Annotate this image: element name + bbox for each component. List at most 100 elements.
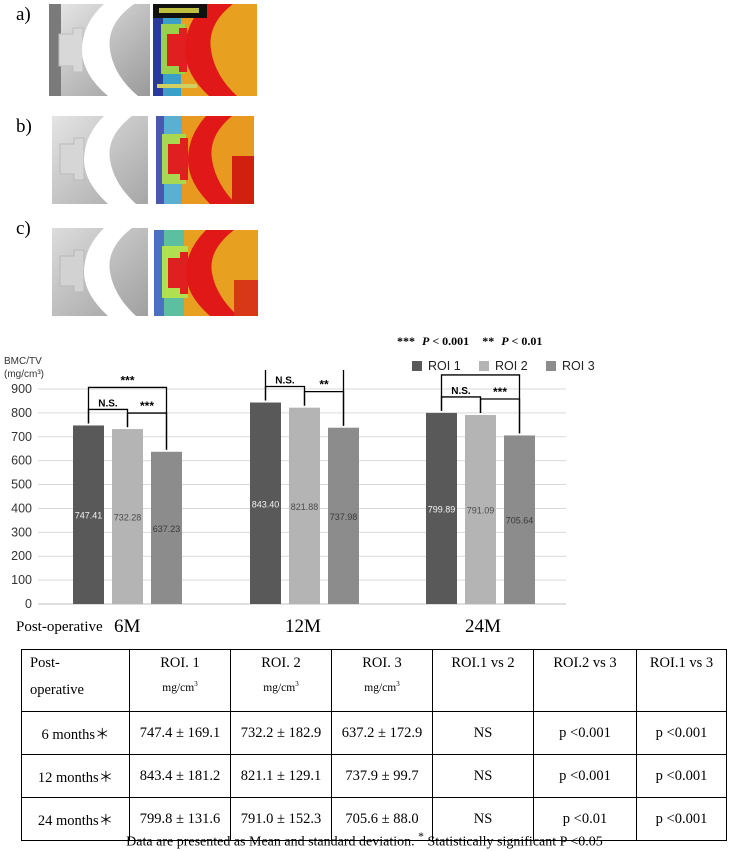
color-map-a [153, 4, 257, 96]
header-roi2-label: ROI. 2 [261, 655, 301, 671]
header-cmp12: ROI.1 vs 2 [432, 649, 534, 712]
header-roi1-unit: mg/cm3 [131, 680, 229, 694]
header-roi3-unit: mg/cm3 [333, 680, 431, 694]
panel-label-a: a) [16, 4, 31, 25]
cell-period: 24 months＊ [21, 797, 130, 841]
legend-label-roi2: ROI 2 [495, 359, 528, 373]
data-label: 791.09 [467, 506, 495, 516]
caption-star: * [418, 830, 424, 843]
cell-cmp13: p <0.001 [636, 797, 727, 841]
cell-cmp12: NS [432, 797, 534, 841]
data-label: 799.89 [428, 504, 456, 514]
significance-label: *** [493, 385, 507, 399]
unit-sup: 3 [396, 680, 400, 688]
y-tick-label: 100 [11, 573, 32, 587]
cell-cmp12: NS [432, 711, 534, 755]
sig-three-star-p: P [422, 334, 430, 348]
significance-bracket [440, 396, 482, 414]
significance-label: ** [319, 378, 329, 392]
header-roi3-label: ROI. 3 [362, 655, 402, 671]
bar [426, 412, 457, 604]
cell-roi3: 705.6 ± 88.0 [331, 797, 433, 841]
data-label: 747.41 [75, 511, 103, 521]
significance-label: *** [120, 373, 134, 387]
sig-two-star-threshold: < 0.01 [511, 334, 543, 348]
bar-chart: 0 100 200 300 400 500 600 700 800 900 747.41 732.28… [11, 370, 566, 611]
sig-three-star-threshold: < 0.001 [432, 334, 470, 348]
y-tick-label: 800 [11, 406, 32, 420]
header-cmp23: ROI.2 vs 3 [533, 649, 637, 712]
significance-label: *** [140, 399, 154, 413]
data-label: 821.88 [291, 502, 319, 512]
significance-label: N.S. [451, 386, 471, 397]
header-roi2: ROI. 2 mg/cm3 [230, 649, 332, 712]
color-map-c [154, 230, 258, 316]
table-header-row: Post- operative ROI. 1 mg/cm3 ROI. 2 mg/… [21, 649, 727, 712]
cell-roi3: 737.9 ± 99.7 [331, 754, 433, 798]
data-label: 732.28 [114, 513, 142, 523]
significance-bracket [87, 386, 168, 450]
data-label: 843.40 [252, 499, 280, 509]
header-period-line2: operative [30, 682, 84, 698]
bar [504, 435, 535, 604]
unit-text: mg/cm [364, 681, 397, 694]
cell-cmp13: p <0.001 [636, 711, 727, 755]
legend-roi2: ROI 2 [479, 359, 528, 373]
header-roi1: ROI. 1 mg/cm3 [129, 649, 231, 712]
header-period-line1: Post- [30, 655, 60, 671]
table-row: 6 months＊ 747.4 ± 169.1 732.2 ± 182.9 63… [21, 711, 727, 755]
legend-swatch-roi2 [479, 361, 489, 371]
header-roi1-label: ROI. 1 [160, 655, 200, 671]
legend-swatch-roi1 [412, 361, 422, 371]
x-category-6m: 6M [114, 616, 141, 637]
legend-label-roi1: ROI 1 [428, 359, 461, 373]
x-category-24m: 24M [465, 616, 501, 637]
header-roi2-unit: mg/cm3 [232, 680, 330, 694]
y-axis-label-line2: (mg/cm³) [4, 369, 44, 380]
panel-label-b: b) [16, 116, 32, 137]
cell-cmp23: p <0.01 [533, 797, 637, 841]
panel-label-c: c) [16, 218, 31, 239]
table-row: 12 months＊ 843.4 ± 181.2 821.1 ± 129.1 7… [21, 754, 727, 798]
y-tick-label: 0 [25, 597, 32, 611]
y-tick-label: 400 [11, 501, 32, 515]
header-period: Post- operative [21, 649, 130, 712]
y-axis-label: BMC/TV (mg/cm³) [4, 355, 44, 381]
cell-cmp13: p <0.001 [636, 754, 727, 798]
significance-label: *** [473, 370, 487, 375]
data-label: 705.64 [506, 516, 534, 526]
unit-text: mg/cm [162, 681, 195, 694]
significance-label: N.S. [98, 398, 118, 409]
table-caption: Data are presented as Mean and standard … [0, 830, 729, 851]
y-tick-label: 300 [11, 525, 32, 539]
bar [289, 407, 320, 604]
significance-label: N.S. [275, 376, 295, 387]
ct-image-c [52, 228, 148, 316]
cell-roi2: 732.2 ± 182.9 [230, 711, 332, 755]
y-tick-label: 200 [11, 549, 32, 563]
color-map-b [156, 116, 254, 204]
cell-roi3: 637.2 ± 172.9 [331, 711, 433, 755]
cell-cmp23: p <0.001 [533, 754, 637, 798]
ct-image-b [52, 116, 148, 204]
header-cmp13: ROI.1 vs 3 [636, 649, 727, 712]
significance-bracket [87, 408, 129, 428]
significance-bracket [440, 374, 521, 434]
legend-roi1: ROI 1 [412, 359, 461, 373]
significance-bracket [264, 370, 345, 426]
bar [328, 427, 359, 604]
y-tick-label: 600 [11, 454, 32, 468]
legend-swatch-roi3 [546, 361, 556, 371]
unit-sup: 3 [194, 680, 198, 688]
cell-roi1: 799.8 ± 131.6 [129, 797, 231, 841]
bar [112, 429, 143, 604]
bar [151, 451, 182, 604]
caption-text2: Statistically significant P <0.05 [423, 834, 603, 850]
significance-legend: *** P < 0.001 ** P < 0.01 [397, 334, 542, 349]
bar [250, 402, 281, 604]
legend-roi3: ROI 3 [546, 359, 595, 373]
cell-period: 6 months＊ [21, 711, 130, 755]
cell-roi1: 843.4 ± 181.2 [129, 754, 231, 798]
cell-roi2: 821.1 ± 129.1 [230, 754, 332, 798]
cell-period: 12 months＊ [21, 754, 130, 798]
